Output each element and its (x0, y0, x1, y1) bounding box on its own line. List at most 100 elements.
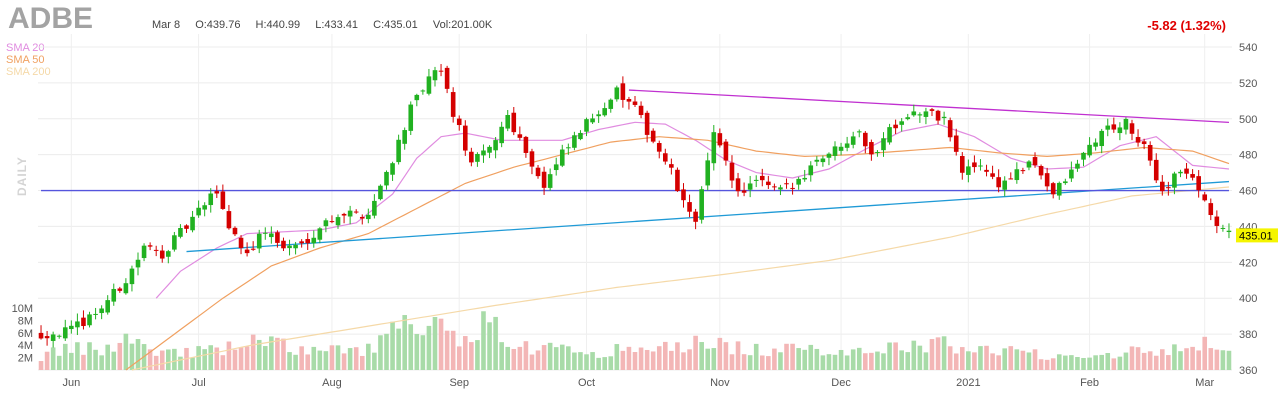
volume-tick-label: 4M (18, 340, 33, 352)
volume-bar (420, 335, 426, 370)
volume-bar (820, 355, 826, 370)
open-value: O:439.76 (195, 19, 241, 31)
candle-body (850, 136, 856, 145)
volume-bar (553, 347, 559, 370)
candle-body (166, 251, 171, 257)
candle-body (844, 143, 850, 148)
volume-bar (638, 347, 644, 370)
candle-body (638, 105, 644, 116)
candle-body (693, 211, 698, 222)
volume-bar (378, 335, 383, 370)
x-tick-label: Jul (192, 377, 206, 389)
candle-body (656, 143, 662, 152)
volume-bar (523, 341, 529, 370)
volume-bar (1026, 352, 1032, 370)
candle-body (566, 147, 571, 149)
volume-bar (1063, 355, 1068, 370)
candle-body (675, 169, 680, 192)
candle-body (44, 336, 50, 339)
volume-bar (335, 345, 341, 370)
volume-bar (644, 349, 650, 370)
candle-body (978, 165, 983, 167)
candle-body (899, 121, 904, 125)
volume-bar (978, 346, 983, 370)
volume-bar (341, 353, 347, 370)
candle-body (905, 117, 911, 120)
ohlc-readout: Mar 8 O:439.76 H:440.99 L:433.41 C:435.0… (152, 19, 504, 31)
candle-body (1002, 180, 1008, 190)
volume-bar (166, 349, 171, 370)
y-tick-label: 400 (1239, 293, 1257, 305)
candle-body (275, 232, 280, 243)
volume-bar (869, 352, 874, 370)
volume-tick-label: 8M (18, 315, 33, 327)
candle-body (244, 249, 250, 254)
y-tick-label: 380 (1239, 329, 1257, 341)
volume-bar (493, 316, 498, 370)
volume-bar (93, 349, 98, 370)
candle-body (820, 158, 826, 163)
volume-bar (517, 346, 523, 370)
volume-bar (172, 348, 177, 370)
volume-bar (747, 355, 753, 370)
volume-bar (50, 347, 56, 370)
volume-bar (75, 342, 80, 370)
volume-bar (766, 356, 771, 370)
volume-bar (941, 336, 947, 370)
candle-body (935, 110, 941, 121)
volume-bar (444, 330, 450, 370)
quote-date: Mar 8 (152, 19, 181, 31)
volume-bar (450, 330, 456, 370)
volume-bar (856, 347, 862, 370)
volume-bar (38, 361, 44, 370)
volume-bar (408, 324, 414, 370)
candle-body (481, 150, 486, 156)
candle-body (178, 228, 183, 237)
candle-body (238, 237, 244, 249)
candle-body (317, 228, 323, 240)
volume-bar (275, 337, 280, 370)
candle-body (390, 163, 395, 175)
volume-bar (1002, 348, 1008, 370)
x-tick-label: Oct (578, 377, 595, 389)
candle-body (559, 149, 565, 166)
candle-body (438, 70, 444, 72)
candle-body (408, 104, 414, 131)
candle-body (578, 132, 583, 140)
candle-body (1093, 142, 1098, 147)
volume-bar (432, 317, 438, 370)
legend-sma-200: SMA 200 (6, 66, 51, 78)
volume-bar (384, 333, 389, 370)
candle-body (141, 245, 147, 259)
candle-body (523, 136, 529, 153)
volume-bar (1178, 351, 1183, 370)
candle-body (299, 241, 304, 244)
candle-body (1014, 169, 1020, 181)
price-change: -5.82 (1.32%) (1147, 18, 1226, 33)
candle-body (596, 114, 601, 117)
candle-body (1226, 230, 1232, 233)
volume-value: Vol:201.00K (432, 19, 493, 31)
volume-bar (1111, 358, 1117, 370)
volume-bar (99, 355, 104, 370)
volume-bar (959, 347, 965, 370)
candle-body (432, 70, 438, 81)
candle-body (123, 283, 129, 294)
volume-bar (202, 349, 207, 370)
legend-sma-20: SMA 20 (6, 42, 45, 54)
candle-body (105, 300, 111, 313)
volume-bar (687, 349, 692, 370)
candle-body (1026, 161, 1032, 168)
volume-bar (1190, 346, 1195, 370)
volume-bar (317, 350, 323, 370)
candle-body (93, 313, 98, 315)
candle-body (553, 164, 559, 171)
volume-bar (262, 346, 268, 370)
volume-bar (414, 333, 420, 370)
candle-body (911, 111, 917, 116)
volume-bar (917, 345, 923, 370)
candle-body (723, 141, 729, 161)
candle-body (644, 112, 650, 135)
candle-body (396, 139, 401, 163)
